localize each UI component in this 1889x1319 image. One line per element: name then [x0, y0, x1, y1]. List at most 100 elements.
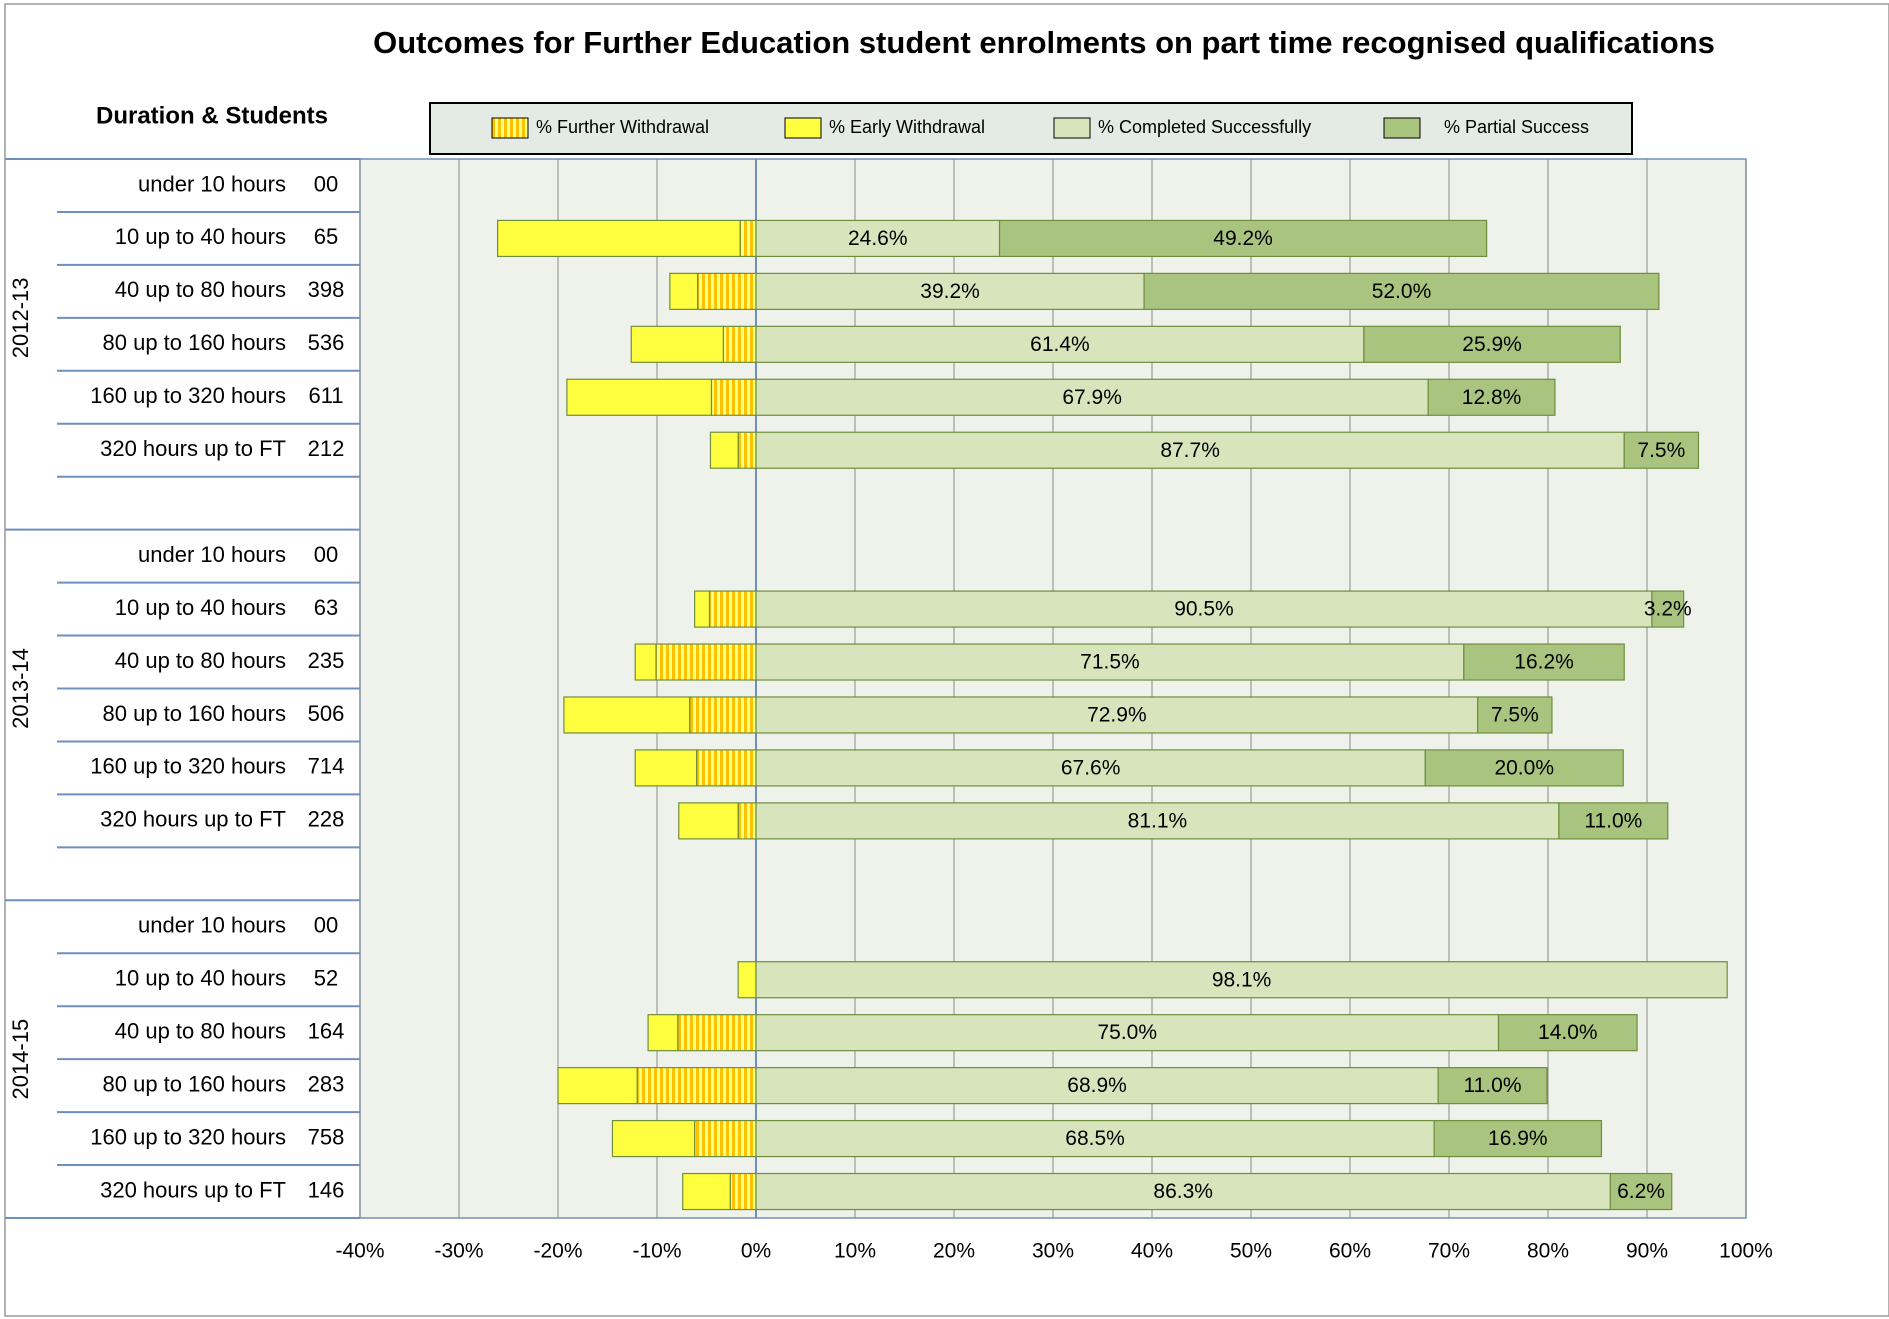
- bar-segment: [1497, 1014, 1638, 1052]
- x-tick-label: 30%: [1032, 1240, 1074, 1263]
- bar-segment: [1477, 696, 1553, 734]
- value-label: 7.5%: [1491, 704, 1539, 727]
- row-label: 320 hours up to FT: [100, 807, 286, 832]
- group-label: 2012-13: [8, 277, 33, 358]
- bar-segment: [755, 1119, 1435, 1158]
- value-label: 49.2%: [1213, 227, 1273, 250]
- row-label: 10 up to 40 hours: [115, 966, 286, 991]
- bar-segment: [739, 219, 757, 258]
- student-count: 536: [308, 330, 345, 355]
- value-label: 16.2%: [1514, 651, 1574, 674]
- legend-box: [429, 102, 1633, 155]
- value-label: 3.2%: [1644, 598, 1692, 621]
- value-label: 67.6%: [1061, 756, 1121, 779]
- bar-segment: [737, 802, 757, 840]
- value-label: 20.0%: [1494, 756, 1554, 779]
- group-label: 2014-15: [8, 1019, 33, 1100]
- bar-segment: [755, 696, 1479, 734]
- row-label: 40 up to 80 hours: [115, 277, 286, 302]
- bar-segment: [755, 961, 1728, 999]
- bar-segment: [755, 1014, 1500, 1052]
- bar-segment: [566, 378, 713, 416]
- x-tick-label: 60%: [1329, 1240, 1371, 1263]
- bar-segment: [755, 378, 1429, 416]
- value-label: 81.1%: [1128, 809, 1188, 832]
- bar-segment: [694, 1119, 757, 1158]
- x-tick-label: -40%: [335, 1240, 384, 1263]
- bar-segment: [647, 1014, 679, 1052]
- student-count: 506: [308, 701, 345, 726]
- bar-segment: [611, 1119, 696, 1158]
- bar-segment: [729, 1172, 757, 1211]
- legend-label: % Completed Successfully: [1098, 117, 1311, 137]
- row-label: 160 up to 320 hours: [90, 383, 286, 408]
- bar-segment: [998, 219, 1488, 258]
- bar-segment: [1623, 431, 1700, 469]
- row-label: 80 up to 160 hours: [103, 701, 286, 726]
- bar-segment: [696, 272, 757, 310]
- bar-segment: [1143, 272, 1660, 310]
- student-count: 52: [314, 966, 338, 991]
- value-label: 90.5%: [1174, 598, 1234, 621]
- bar-segment: [755, 643, 1465, 681]
- row-label: under 10 hours: [138, 542, 286, 567]
- value-label: 16.9%: [1488, 1127, 1548, 1150]
- x-tick-label: 10%: [834, 1240, 876, 1263]
- chart-title: Outcomes for Further Education student e…: [373, 25, 1715, 60]
- bar-segment: [689, 696, 757, 734]
- bar-segment: [755, 431, 1625, 469]
- bar-segment: [709, 431, 739, 469]
- x-tick-label: -20%: [533, 1240, 582, 1263]
- value-label: 68.9%: [1067, 1074, 1127, 1097]
- bar-segment: [678, 802, 739, 840]
- student-count: 758: [308, 1124, 345, 1149]
- bar-segment: [557, 1067, 638, 1105]
- bar-segment: [755, 1067, 1439, 1105]
- legend-label: % Further Withdrawal: [536, 117, 709, 137]
- bar-segment: [634, 643, 657, 681]
- value-label: 12.8%: [1462, 386, 1522, 409]
- value-label: 87.7%: [1160, 439, 1220, 462]
- x-tick-label: 100%: [1719, 1240, 1773, 1263]
- bar-segment: [1558, 802, 1669, 840]
- value-label: 39.2%: [920, 280, 980, 303]
- bar-segment: [737, 961, 757, 999]
- value-label: 75.0%: [1097, 1021, 1157, 1044]
- bar-segment: [1463, 643, 1625, 681]
- row-label: 320 hours up to FT: [100, 1177, 286, 1202]
- row-label: under 10 hours: [138, 913, 286, 938]
- bar-segment: [669, 272, 699, 310]
- bar-segment: [655, 643, 757, 681]
- legend-swatch: [1383, 117, 1421, 139]
- bar-segment: [563, 696, 691, 734]
- value-label: 67.9%: [1062, 386, 1122, 409]
- student-count: 00: [314, 913, 338, 938]
- value-label: 14.0%: [1538, 1021, 1598, 1044]
- bar-segment: [630, 325, 724, 363]
- value-label: 11.0%: [1464, 1074, 1522, 1097]
- value-label: 6.2%: [1617, 1180, 1665, 1203]
- legend-swatch: [1053, 117, 1091, 139]
- student-count: 714: [308, 754, 345, 779]
- bar-segment: [710, 378, 757, 416]
- bar-segment: [755, 325, 1365, 363]
- value-label: 52.0%: [1372, 280, 1432, 303]
- bar-segment: [1363, 325, 1621, 363]
- bar-segment: [1427, 378, 1556, 416]
- row-label: under 10 hours: [138, 171, 286, 196]
- x-tick-label: 40%: [1131, 1240, 1173, 1263]
- row-label: 40 up to 80 hours: [115, 648, 286, 673]
- student-count: 00: [314, 542, 338, 567]
- legend-swatch: [784, 117, 822, 139]
- x-tick-label: -30%: [434, 1240, 483, 1263]
- bar-segment: [682, 1172, 731, 1211]
- student-count: 63: [314, 595, 338, 620]
- student-count: 146: [308, 1177, 345, 1202]
- bar-segment: [755, 590, 1653, 628]
- row-label: 80 up to 160 hours: [103, 1071, 286, 1096]
- row-label: 10 up to 40 hours: [115, 224, 286, 249]
- student-count: 235: [308, 648, 345, 673]
- bar-segment: [708, 590, 757, 628]
- bar-segment: [722, 325, 757, 363]
- bar-segment: [1609, 1172, 1673, 1211]
